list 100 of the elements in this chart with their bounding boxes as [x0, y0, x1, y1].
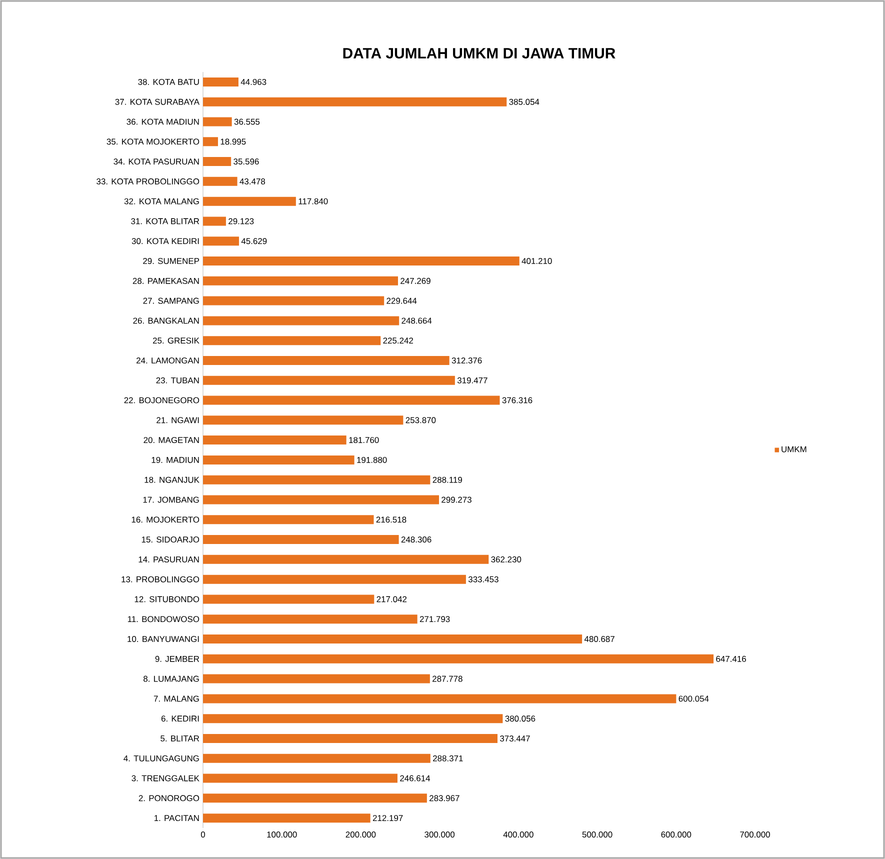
data-label: 385.054 — [509, 98, 540, 105]
bar — [203, 137, 218, 146]
data-label: 229.644 — [386, 298, 417, 304]
bar — [203, 754, 430, 763]
x-tick-label: 200.000 — [346, 832, 376, 838]
y-tick-label: 15. SIDOARJO — [142, 536, 200, 543]
bar — [203, 515, 374, 524]
data-label: 362.230 — [491, 556, 522, 562]
bar — [203, 554, 489, 564]
data-label: 216.518 — [376, 516, 406, 523]
data-label: 44.963 — [240, 78, 266, 85]
y-tick-label: 30. KOTA KEDIRI — [132, 238, 199, 244]
bar — [203, 694, 676, 704]
data-label: 312.376 — [452, 357, 482, 364]
y-tick-label: 19. MADIUN — [152, 456, 199, 463]
data-label: 212.197 — [372, 815, 403, 822]
data-label: 18.995 — [220, 138, 246, 145]
bar — [203, 216, 226, 226]
y-tick-label: 17. JOMBANG — [143, 496, 199, 503]
data-label: 247.269 — [400, 278, 430, 284]
data-label: 117.840 — [298, 198, 328, 204]
data-label: 248.306 — [401, 536, 432, 543]
bar — [203, 196, 296, 206]
data-label: 271.793 — [420, 616, 450, 622]
legend-label: UMKM — [782, 446, 806, 452]
bar — [203, 416, 404, 425]
data-label: 373.447 — [500, 735, 530, 742]
y-tick-label: 26. BANGKALAN — [133, 318, 199, 324]
y-tick-label: 16. MOJOKERTO — [132, 516, 200, 523]
y-tick-label: 29. SUMENEP — [143, 258, 200, 264]
bar — [203, 714, 503, 724]
x-tick-label: 400.000 — [503, 832, 534, 838]
bar — [203, 176, 238, 186]
data-label: 217.042 — [376, 596, 407, 602]
data-label: 45.629 — [241, 238, 267, 244]
y-tick-label: 18. NGANJUK — [144, 476, 200, 483]
y-tick-label: 10. BANYUWANGI — [128, 636, 199, 642]
data-label: 380.056 — [505, 716, 536, 722]
y-tick-label: 11. BONDOWOSO — [128, 616, 200, 622]
data-label: 191.880 — [357, 456, 387, 463]
bar — [203, 77, 238, 86]
y-tick-label: 1. PACITAN — [154, 815, 199, 822]
data-label: 333.453 — [468, 576, 498, 582]
bar — [203, 376, 455, 385]
data-label: 36.555 — [234, 118, 260, 125]
bar — [203, 475, 430, 484]
data-label: 283.967 — [430, 795, 460, 802]
y-tick-label: 21. NGAWI — [156, 417, 199, 424]
y-tick-label: 14. PASURUAN — [138, 556, 199, 562]
y-tick-label: 27. SAMPANG — [143, 298, 199, 304]
x-tick-label: 600.000 — [661, 832, 692, 838]
y-tick-label: 12. SITUBONDO — [134, 596, 200, 602]
y-tick-label: 23. TUBAN — [156, 377, 199, 384]
y-tick-label: 8. LUMAJANG — [144, 676, 199, 682]
bar — [203, 794, 427, 803]
bar — [203, 774, 398, 783]
bar — [203, 495, 439, 504]
bar — [203, 594, 374, 604]
bar — [203, 276, 398, 286]
y-tick-label: 34. KOTA PASURUAN — [114, 158, 199, 165]
data-label: 181.760 — [349, 437, 379, 444]
y-tick-label: 28. PAMEKASAN — [132, 278, 199, 284]
x-tick-label: 0 — [200, 832, 206, 838]
data-label: 288.371 — [433, 755, 463, 762]
y-tick-label: 5. BLITAR — [160, 736, 200, 742]
bar — [203, 256, 520, 266]
x-tick-label: 300.000 — [424, 832, 455, 838]
y-tick-label: 36. KOTA MADIUN — [126, 118, 199, 125]
bar — [203, 296, 384, 306]
y-tick-label: 24. LAMONGAN — [136, 357, 199, 364]
data-label: 29.123 — [228, 218, 254, 224]
bar — [203, 236, 239, 246]
bar — [203, 455, 354, 464]
bar — [203, 396, 500, 405]
data-label: 319.477 — [457, 377, 488, 384]
data-label: 246.614 — [400, 775, 430, 782]
data-label: 43.478 — [240, 178, 266, 184]
bar — [203, 535, 399, 544]
bar — [203, 316, 400, 326]
x-tick-label: 700.000 — [740, 832, 770, 838]
x-tick-label: 100.000 — [267, 832, 297, 838]
data-label: 288.119 — [432, 476, 462, 483]
y-tick-label: 25. GRESIK — [152, 338, 200, 344]
y-tick-label: 6. KEDIRI — [161, 716, 199, 722]
bar — [203, 734, 498, 743]
data-label: 299.273 — [442, 496, 472, 503]
data-label: 248.664 — [402, 318, 432, 324]
y-tick-label: 22. BOJONEGORO — [124, 397, 200, 404]
data-label: 376.316 — [502, 397, 532, 404]
bar — [203, 356, 450, 365]
y-tick-label: 37. KOTA SURABAYA — [115, 98, 200, 105]
y-tick-label: 38. KOTA BATU — [138, 78, 199, 85]
bar — [203, 674, 430, 684]
y-tick-label: 2. PONOROGO — [138, 795, 200, 802]
bar — [203, 336, 381, 346]
data-label: 253.870 — [406, 417, 436, 424]
data-label: 225.242 — [383, 338, 413, 344]
chart-title: DATA JUMLAH UMKM DI JAWA TIMUR — [343, 48, 616, 58]
y-tick-label: 32. KOTA MALANG — [124, 198, 199, 204]
data-label: 401.210 — [522, 258, 552, 264]
